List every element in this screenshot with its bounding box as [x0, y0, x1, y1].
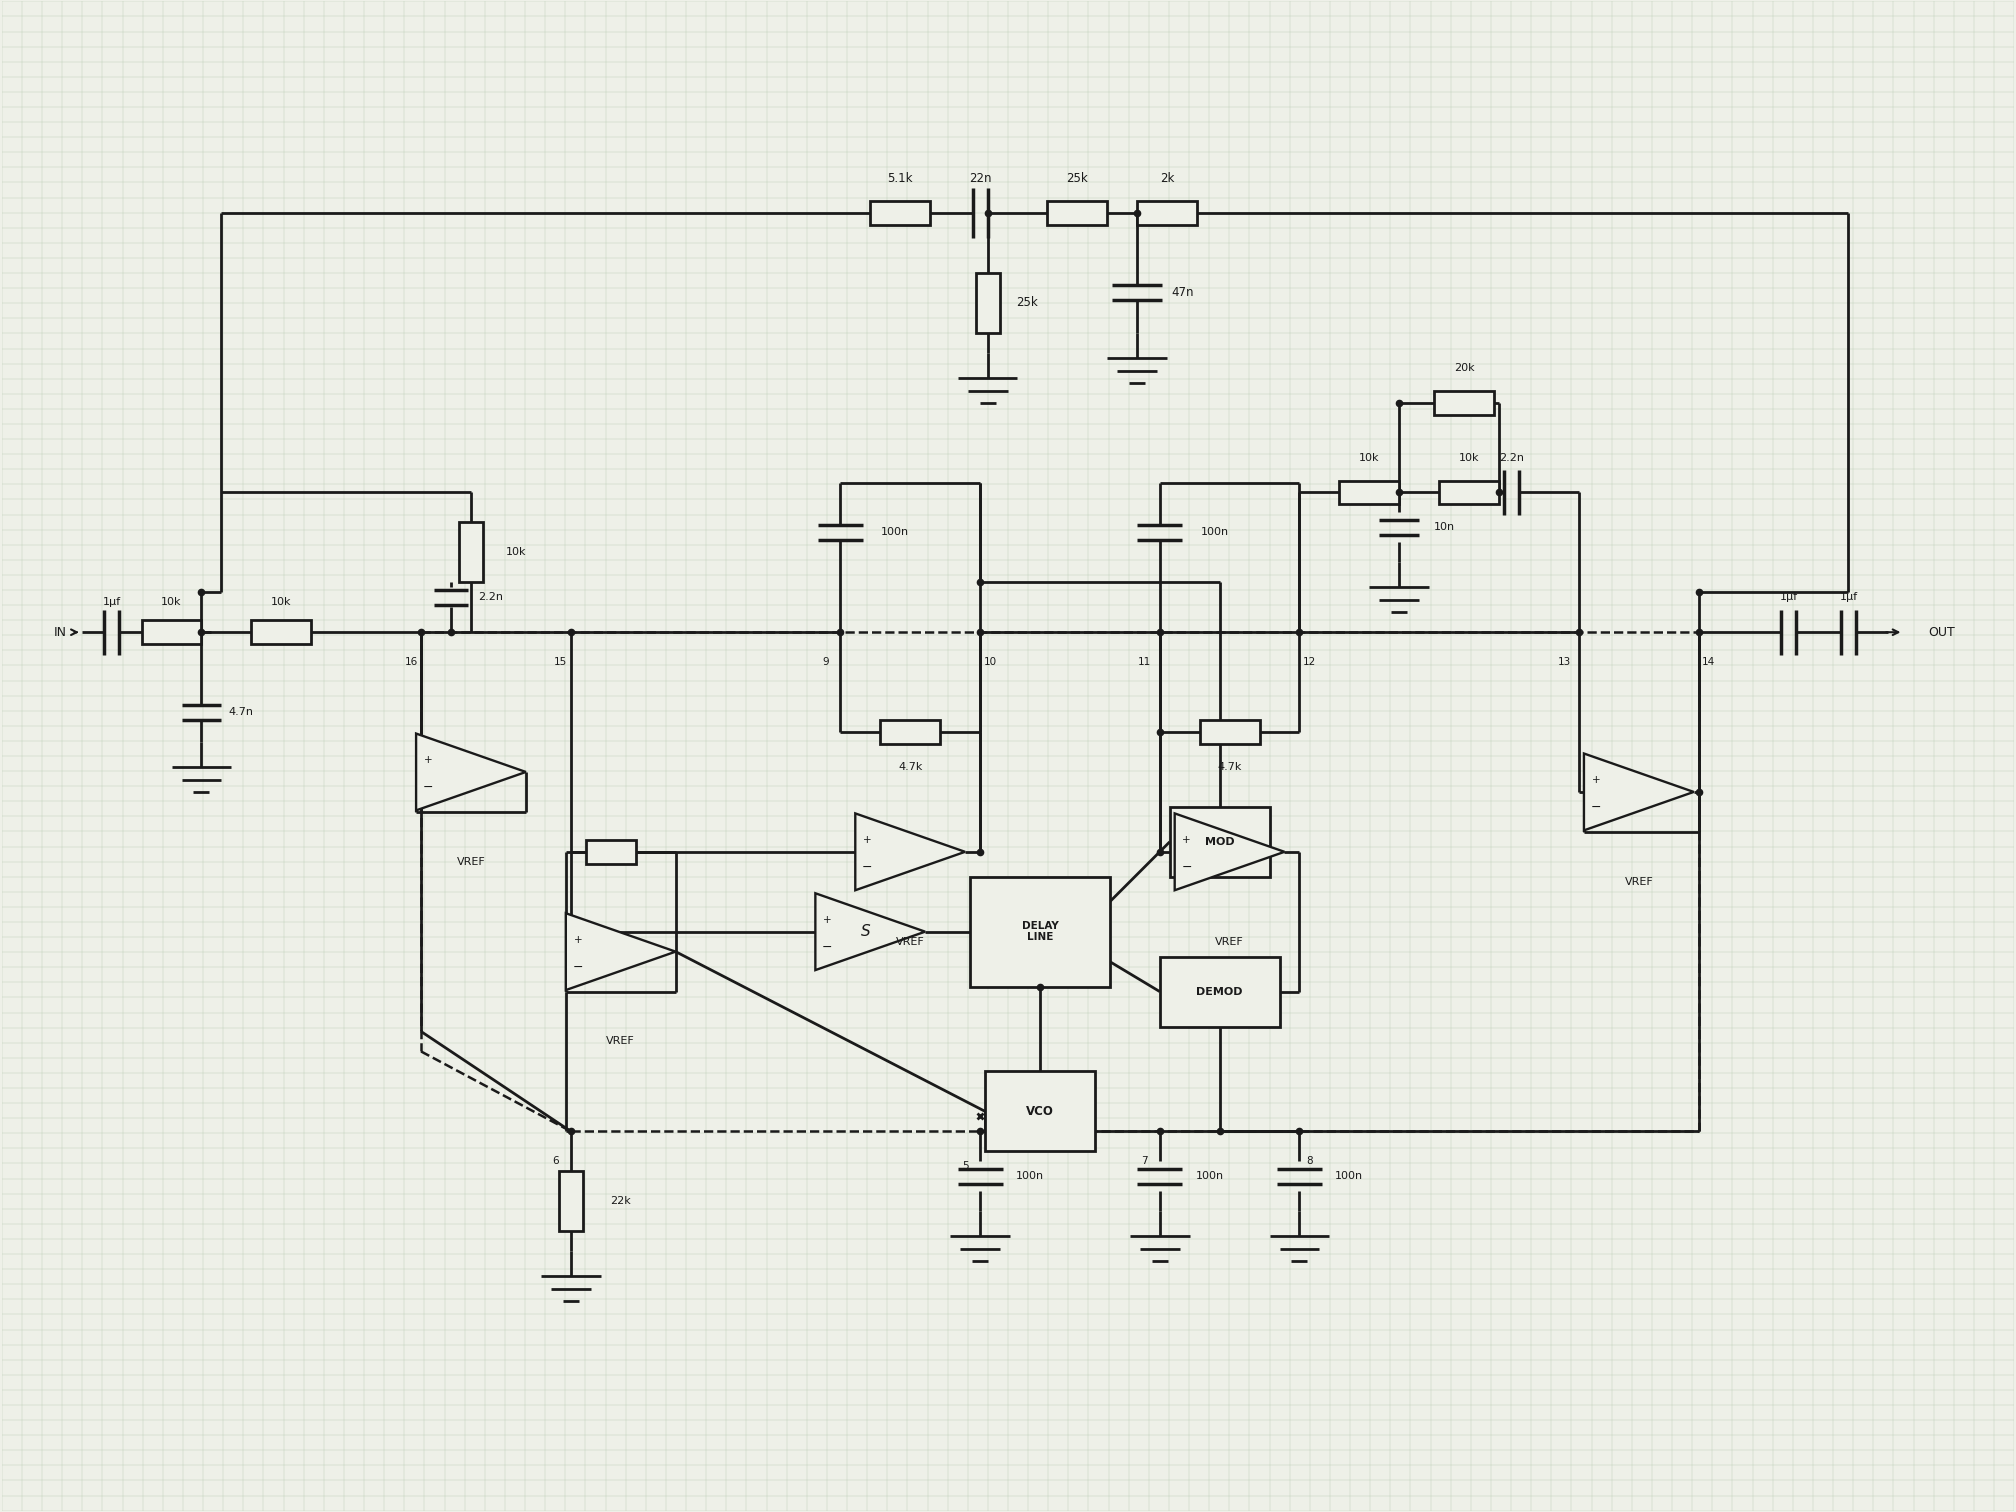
Bar: [1169, 807, 1270, 877]
Text: IN: IN: [54, 626, 67, 638]
Text: 10k: 10k: [1359, 452, 1379, 463]
Text: 10k: 10k: [1460, 452, 1480, 463]
Text: −: −: [1591, 801, 1601, 813]
Text: MOD: MOD: [1206, 836, 1234, 847]
Text: 100n: 100n: [881, 528, 909, 537]
Text: 22k: 22k: [611, 1196, 631, 1207]
Text: −: −: [573, 960, 583, 974]
Text: 16: 16: [405, 658, 417, 667]
Text: +: +: [863, 835, 871, 845]
Bar: [1433, 390, 1494, 414]
Text: 25k: 25k: [1016, 296, 1038, 310]
Text: 12: 12: [1302, 658, 1316, 667]
Text: −: −: [423, 780, 433, 794]
Text: 100n: 100n: [1335, 1172, 1363, 1181]
Text: 4.7k: 4.7k: [897, 762, 923, 773]
Text: 15: 15: [554, 658, 566, 667]
Bar: [970, 877, 1111, 986]
Text: OUT: OUT: [1929, 626, 1956, 638]
Text: VREF: VREF: [607, 1036, 635, 1046]
Text: 10n: 10n: [1433, 523, 1456, 532]
Text: 10k: 10k: [506, 547, 526, 558]
Text: +: +: [1181, 835, 1191, 845]
Polygon shape: [814, 894, 925, 971]
Text: 2k: 2k: [1159, 171, 1175, 184]
Bar: [587, 839, 635, 863]
Text: 8: 8: [1306, 1157, 1312, 1166]
Bar: [986, 1072, 1095, 1151]
Text: 11: 11: [1139, 658, 1151, 667]
Text: 10k: 10k: [270, 597, 292, 608]
Text: 4.7n: 4.7n: [230, 708, 254, 717]
Text: 2.2n: 2.2n: [478, 593, 504, 602]
Polygon shape: [855, 813, 966, 891]
Bar: [1339, 481, 1399, 505]
Polygon shape: [566, 913, 675, 990]
Bar: [252, 620, 310, 644]
Text: 10: 10: [984, 658, 996, 667]
Text: 14: 14: [1702, 658, 1716, 667]
Text: 100n: 100n: [1195, 1172, 1224, 1181]
Text: −: −: [863, 860, 873, 874]
Bar: [871, 201, 929, 225]
Text: 1μf: 1μf: [103, 597, 121, 608]
Text: 20k: 20k: [1454, 363, 1474, 373]
Bar: [558, 1172, 583, 1231]
Bar: [1048, 201, 1107, 225]
Bar: [141, 620, 202, 644]
Bar: [976, 272, 1000, 333]
Text: 47n: 47n: [1171, 286, 1193, 299]
Text: 22n: 22n: [970, 171, 992, 184]
Text: +: +: [423, 754, 431, 765]
Text: S: S: [861, 924, 871, 939]
Bar: [1159, 957, 1280, 1027]
Text: 6: 6: [552, 1157, 558, 1166]
Text: 13: 13: [1556, 658, 1570, 667]
Bar: [1439, 481, 1500, 505]
Polygon shape: [415, 733, 526, 810]
Text: 7: 7: [1141, 1157, 1147, 1166]
Bar: [1200, 720, 1260, 744]
Text: 1μf: 1μf: [1780, 593, 1798, 602]
Text: 5: 5: [962, 1161, 968, 1172]
Text: 5.1k: 5.1k: [887, 171, 913, 184]
Text: 25k: 25k: [1066, 171, 1089, 184]
Text: VCO: VCO: [1026, 1105, 1054, 1117]
Text: −: −: [1181, 860, 1191, 874]
Polygon shape: [1175, 813, 1284, 891]
Text: −: −: [823, 940, 833, 954]
Text: 2.2n: 2.2n: [1500, 452, 1524, 463]
Polygon shape: [1585, 753, 1693, 830]
Text: 100n: 100n: [1016, 1172, 1044, 1181]
Text: +: +: [1591, 774, 1601, 785]
Text: 100n: 100n: [1202, 528, 1228, 537]
Bar: [881, 720, 939, 744]
Bar: [460, 523, 484, 582]
Text: 9: 9: [823, 658, 829, 667]
Text: VREF: VREF: [1216, 936, 1244, 947]
Text: DELAY
LINE: DELAY LINE: [1022, 921, 1058, 942]
Text: 10k: 10k: [161, 597, 181, 608]
Bar: [1137, 201, 1198, 225]
Text: VREF: VREF: [456, 857, 486, 866]
Text: 4.7k: 4.7k: [1218, 762, 1242, 773]
Text: VREF: VREF: [895, 936, 925, 947]
Text: 1μf: 1μf: [1839, 593, 1857, 602]
Text: DEMOD: DEMOD: [1195, 986, 1242, 996]
Text: VREF: VREF: [1625, 877, 1653, 886]
Text: +: +: [823, 915, 833, 925]
Text: +: +: [573, 934, 583, 945]
